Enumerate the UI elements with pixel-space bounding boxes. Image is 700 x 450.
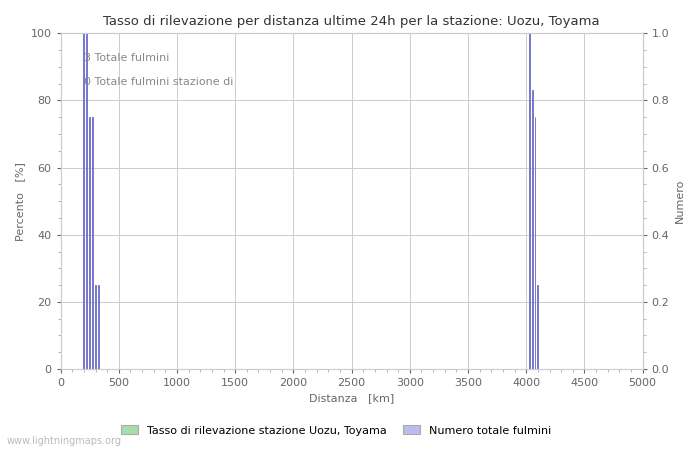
Y-axis label: Numero: Numero [675,179,685,223]
Bar [98,285,99,369]
Y-axis label: Percento   [%]: Percento [%] [15,162,25,241]
Text: 3 Totale fulmini: 3 Totale fulmini [84,54,169,63]
Legend: Tasso di rilevazione stazione Uozu, Toyama, Numero totale fulmini: Tasso di rilevazione stazione Uozu, Toya… [117,421,555,440]
Bar [86,33,88,369]
Bar [531,90,533,369]
Bar [535,117,536,369]
Text: 0 Totale fulmini stazione di: 0 Totale fulmini stazione di [84,77,233,87]
Text: www.lightningmaps.org: www.lightningmaps.org [7,436,122,446]
Bar [83,33,84,369]
Title: Tasso di rilevazione per distanza ultime 24h per la stazione: Uozu, Toyama: Tasso di rilevazione per distanza ultime… [104,15,600,28]
Bar [528,33,530,369]
Bar [89,117,90,369]
Bar [92,117,93,369]
Bar [95,285,96,369]
X-axis label: Distanza   [km]: Distanza [km] [309,394,394,404]
